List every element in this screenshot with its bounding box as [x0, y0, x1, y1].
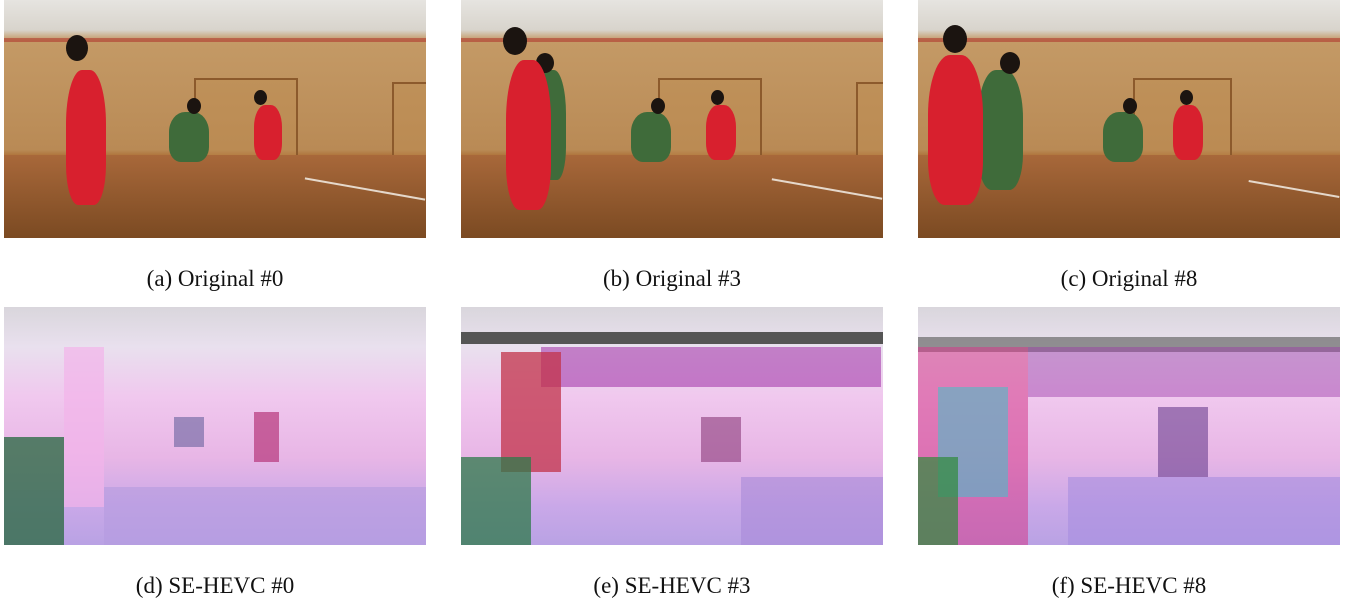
se-hevc-frame-8-image: [918, 307, 1340, 545]
original-frame-3-image: [461, 0, 883, 238]
panel-original-8: (c) Original #8: [918, 0, 1340, 291]
panel-se-hevc-0: (d) SE-HEVC #0: [4, 307, 426, 598]
caption-a: (a) Original #0: [146, 266, 284, 291]
caption-b: (b) Original #3: [603, 266, 741, 291]
panel-original-3: (b) Original #3: [461, 0, 883, 291]
original-frame-0-image: [4, 0, 426, 238]
caption-f: (f) SE-HEVC #8: [1051, 573, 1207, 598]
panel-se-hevc-8: (f) SE-HEVC #8: [918, 307, 1340, 598]
panel-se-hevc-3: (e) SE-HEVC #3: [461, 307, 883, 598]
panel-original-0: (a) Original #0: [4, 0, 426, 291]
se-hevc-frame-3-image: [461, 307, 883, 545]
caption-e: (e) SE-HEVC #3: [593, 573, 751, 598]
original-frame-8-image: [918, 0, 1340, 238]
caption-c: (c) Original #8: [1060, 266, 1198, 291]
caption-d: (d) SE-HEVC #0: [135, 573, 295, 598]
se-hevc-frame-0-image: [4, 307, 426, 545]
